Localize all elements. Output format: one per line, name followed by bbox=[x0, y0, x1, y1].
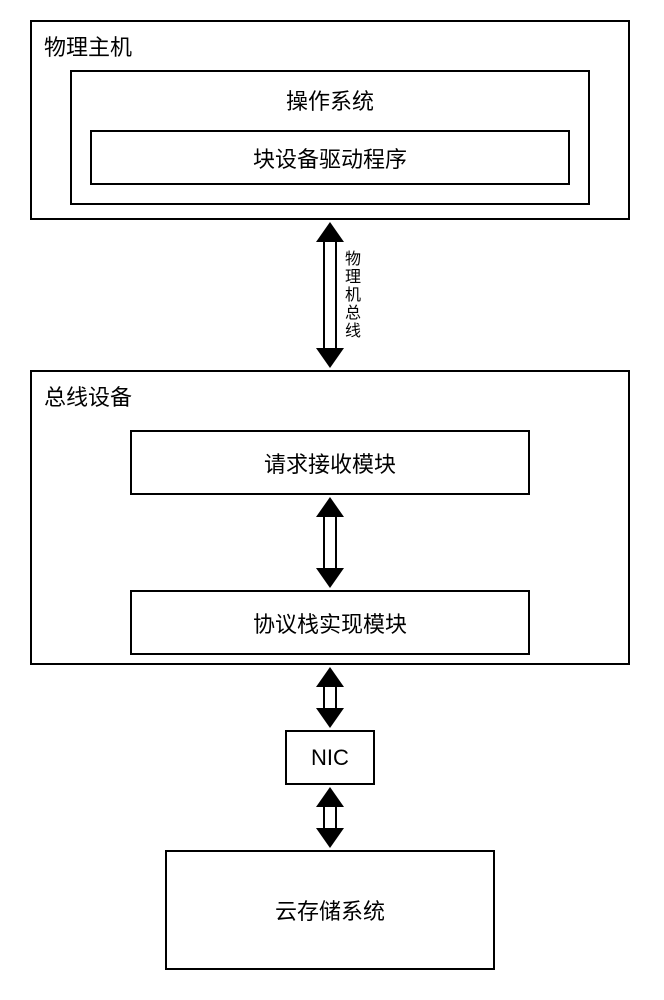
arrow-shaft bbox=[323, 242, 337, 348]
arrow-down-icon bbox=[316, 708, 344, 728]
arrow-down-icon bbox=[316, 568, 344, 588]
cloud-storage-box: 云存储系统 bbox=[165, 850, 495, 970]
arrow-nic-cloud bbox=[316, 787, 344, 848]
protocol-stack-box: 协议栈实现模块 bbox=[130, 590, 530, 655]
cloud-storage-label: 云存储系统 bbox=[275, 894, 385, 926]
physical-host-label: 物理主机 bbox=[32, 22, 144, 70]
request-recv-box: 请求接收模块 bbox=[130, 430, 530, 495]
arrow-shaft bbox=[323, 687, 337, 708]
bus-device-label: 总线设备 bbox=[32, 372, 144, 420]
block-driver-box: 块设备驱动程序 bbox=[90, 130, 570, 185]
arrow-shaft bbox=[323, 517, 337, 568]
os-label: 操作系统 bbox=[72, 84, 588, 116]
arrow-recv-proto bbox=[316, 497, 344, 588]
arrow-up-icon bbox=[316, 787, 344, 807]
arrow-down-icon bbox=[316, 348, 344, 368]
arrow-down-icon bbox=[316, 828, 344, 848]
request-recv-label: 请求接收模块 bbox=[264, 447, 396, 479]
arrow-up-icon bbox=[316, 667, 344, 687]
arrow-up-icon bbox=[316, 497, 344, 517]
nic-box: NIC bbox=[285, 730, 375, 785]
arrow-up-icon bbox=[316, 222, 344, 242]
diagram-canvas: 物理主机 操作系统 块设备驱动程序 物理机总线 总线设备 请求接收模块 协议栈实… bbox=[0, 0, 664, 1000]
nic-label: NIC bbox=[311, 745, 349, 771]
arrow-proto-nic bbox=[316, 667, 344, 728]
protocol-stack-label: 协议栈实现模块 bbox=[253, 607, 407, 639]
arrow-shaft bbox=[323, 807, 337, 828]
arrow-host-bus-label: 物理机总线 bbox=[338, 250, 362, 340]
block-driver-label: 块设备驱动程序 bbox=[253, 142, 407, 174]
